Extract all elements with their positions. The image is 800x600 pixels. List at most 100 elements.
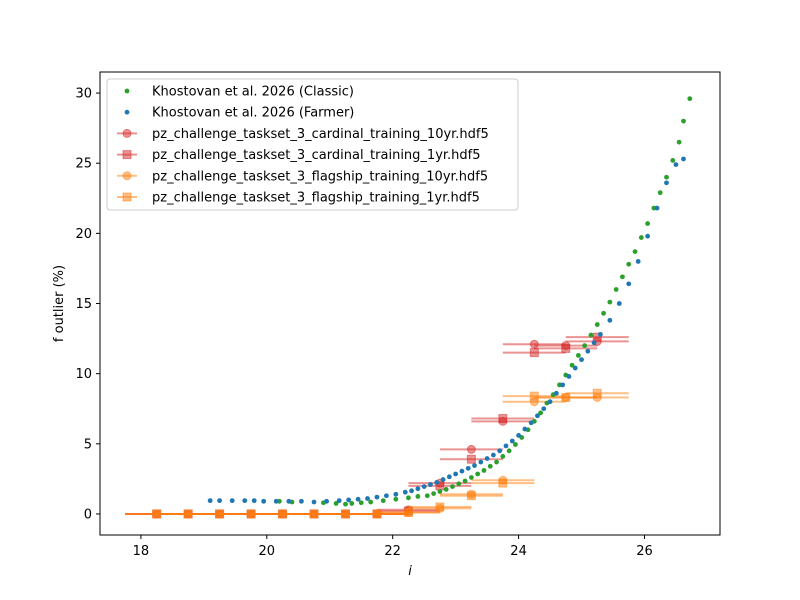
data-point [494, 459, 499, 465]
data-point [468, 475, 474, 480]
data-point [528, 420, 534, 426]
data-point [437, 489, 443, 494]
data-point [261, 498, 267, 504]
data-point [358, 500, 364, 506]
data-point [594, 322, 600, 327]
data-point [299, 498, 304, 504]
data-point [626, 261, 632, 267]
data-point [613, 287, 619, 292]
y-axis-label: f outlier (%) [52, 265, 67, 342]
series-3 [125, 332, 629, 519]
data-point [516, 432, 521, 438]
data-point [560, 382, 566, 388]
data-point [487, 463, 493, 469]
data-point [553, 390, 559, 396]
data-point [465, 465, 471, 471]
data-point [676, 139, 682, 145]
legend-item: pz_challenge_taskset_3_flagship_training… [117, 191, 480, 206]
y-tick-label: 15 [75, 297, 92, 312]
legend-label: pz_challenge_taskset_3_flagship_training… [152, 169, 488, 184]
data-point [592, 332, 602, 342]
data-point [592, 388, 602, 398]
legend-item: pz_challenge_taskset_3_flagship_training… [117, 169, 488, 184]
legend-marker [122, 192, 132, 202]
data-point [657, 190, 663, 196]
series-5 [125, 388, 629, 519]
data-point [217, 498, 222, 504]
data-point [529, 339, 539, 349]
data-point [434, 479, 440, 485]
x-axis-label: i [408, 564, 412, 579]
data-point [561, 393, 571, 403]
x-tick-label: 24 [510, 544, 527, 559]
data-point [453, 471, 459, 477]
data-point [428, 482, 433, 487]
data-point [324, 498, 329, 504]
data-point [498, 414, 508, 424]
series-1 [207, 156, 686, 505]
data-point [645, 233, 651, 239]
data-point [462, 478, 468, 484]
data-point [466, 444, 476, 454]
data-point [566, 374, 572, 379]
data-point [409, 488, 414, 494]
legend-marker [124, 109, 130, 115]
data-point [491, 452, 496, 458]
data-point [406, 495, 411, 501]
data-point [333, 501, 339, 506]
data-point [582, 343, 588, 348]
data-point [579, 357, 584, 363]
data-point [638, 235, 644, 240]
data-point [681, 156, 686, 162]
data-point [466, 454, 476, 464]
y-tick-label: 10 [75, 367, 92, 382]
data-point [601, 310, 606, 316]
data-point [466, 491, 476, 501]
legend-frame [106, 78, 519, 211]
data-point [435, 502, 445, 512]
data-point [383, 493, 389, 499]
data-point [620, 274, 625, 280]
data-point [509, 438, 515, 444]
data-point [654, 205, 660, 211]
data-point [311, 499, 317, 505]
data-point [273, 498, 279, 504]
legend-marker [124, 88, 130, 94]
data-point [687, 96, 693, 102]
data-point [402, 489, 408, 495]
data-point [645, 221, 651, 226]
data-point [664, 180, 669, 186]
data-point [598, 331, 603, 337]
data-point [443, 487, 449, 492]
legend-label: pz_challenge_taskset_3_cardinal_training… [152, 148, 481, 163]
data-point [421, 484, 427, 489]
data-point [424, 493, 430, 499]
y-tick-label: 30 [75, 87, 92, 102]
data-point [498, 478, 508, 488]
y-tick-label: 0 [84, 507, 92, 522]
x-tick-label: 18 [133, 544, 150, 559]
legend-marker [122, 128, 132, 138]
data-point [503, 443, 509, 449]
x-tick-label: 26 [636, 544, 653, 559]
data-point [673, 162, 679, 168]
x-tick-label: 22 [384, 544, 401, 559]
data-point [415, 486, 421, 492]
data-point [415, 494, 421, 499]
data-point [349, 501, 355, 506]
data-point [538, 410, 544, 416]
data-point [207, 498, 213, 504]
data-point [670, 157, 676, 163]
data-point [472, 463, 477, 468]
data-point [380, 498, 386, 504]
data-point [374, 494, 380, 500]
legend-label: pz_challenge_taskset_3_flagship_training… [152, 191, 480, 206]
data-point [393, 496, 399, 502]
data-point [355, 496, 361, 502]
data-point [635, 259, 641, 264]
data-point [336, 498, 342, 504]
legend-label: Khostovan et al. 2026 (Farmer) [152, 106, 354, 121]
y-tick-label: 5 [84, 437, 92, 452]
data-point [456, 481, 462, 487]
